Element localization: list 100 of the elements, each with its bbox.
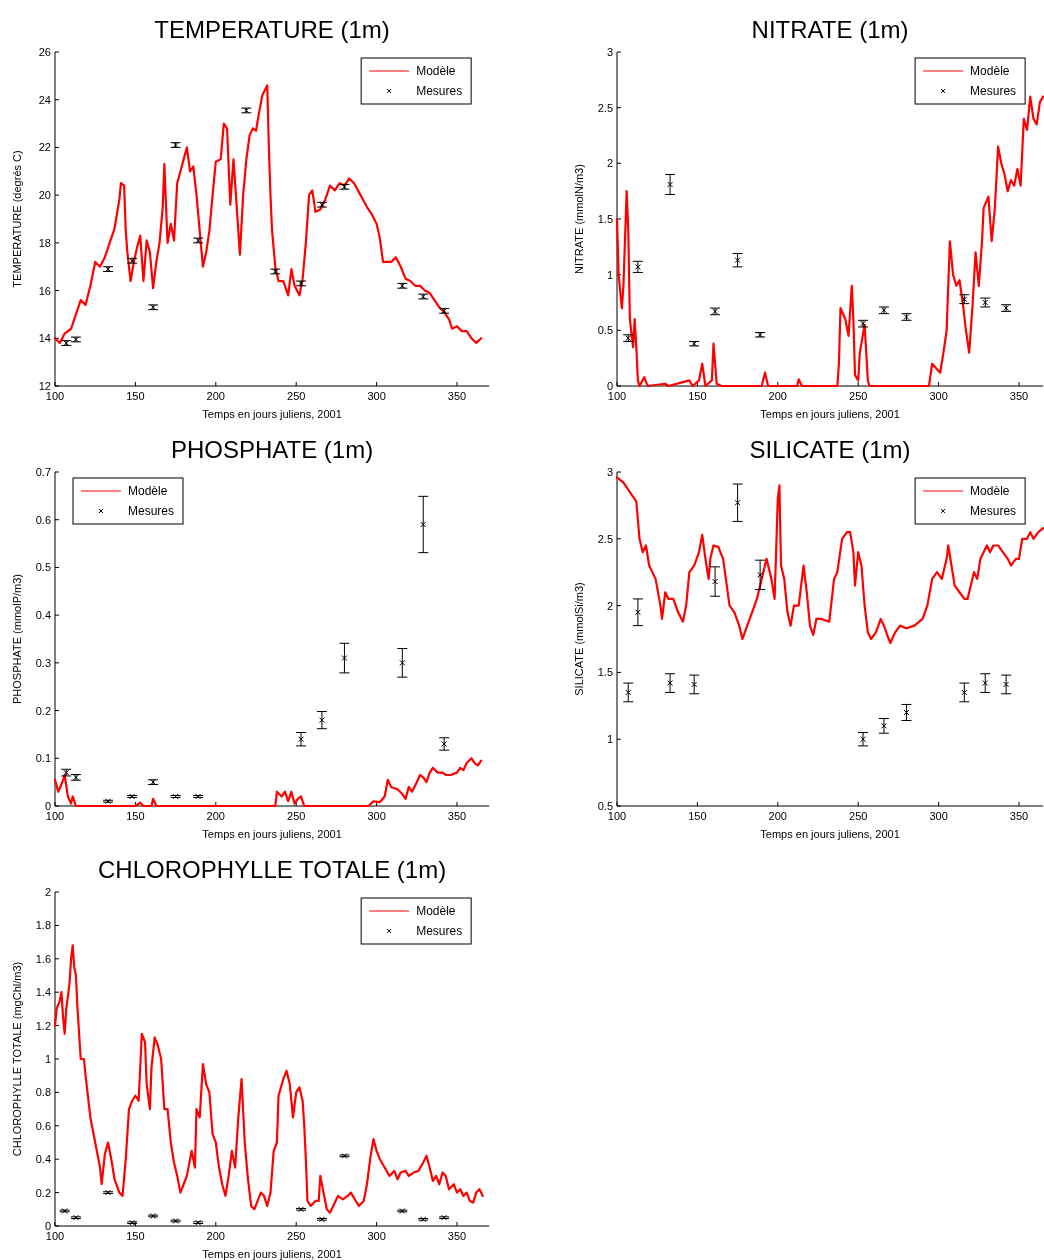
point bbox=[634, 609, 641, 616]
x-tick-label: 200 bbox=[768, 810, 787, 822]
point bbox=[105, 1189, 112, 1196]
y-tick-label: 0.3 bbox=[35, 656, 51, 669]
legend-label: Modèle bbox=[416, 904, 456, 918]
y-tick-label: 26 bbox=[38, 46, 51, 58]
x-axis-title: Temps en jours juliens, 2001 bbox=[202, 828, 342, 840]
y-tick-label: 2 bbox=[606, 157, 613, 170]
y-axis-title: TEMPERATURE (degrés C) bbox=[11, 150, 23, 288]
point bbox=[172, 1217, 179, 1224]
y-tick-label: 3 bbox=[606, 46, 613, 58]
point bbox=[441, 1214, 448, 1221]
y-tick-label: 0.1 bbox=[35, 752, 51, 765]
legend-label: Mesures bbox=[970, 84, 1017, 98]
x-tick-label: 250 bbox=[287, 810, 306, 822]
x-tick-label: 350 bbox=[1009, 390, 1029, 402]
y-tick-label: 3 bbox=[606, 466, 613, 478]
y-tick-label: 1.4 bbox=[35, 986, 51, 999]
point bbox=[150, 1212, 157, 1219]
legend-label: Mesures bbox=[416, 84, 463, 98]
point bbox=[420, 1216, 427, 1223]
point bbox=[172, 142, 179, 149]
point bbox=[399, 659, 406, 666]
x-tick-label: 300 bbox=[367, 390, 386, 402]
point bbox=[1003, 681, 1010, 688]
x-tick-label: 300 bbox=[367, 1230, 386, 1242]
y-tick-label: 0.6 bbox=[35, 1119, 51, 1132]
point bbox=[61, 1207, 68, 1214]
x-tick-label: 100 bbox=[607, 810, 627, 822]
point bbox=[172, 793, 179, 800]
y-tick-label: 1.5 bbox=[597, 213, 613, 225]
x-tick-label: 250 bbox=[287, 390, 306, 402]
y-tick-label: 1 bbox=[606, 268, 613, 281]
point bbox=[243, 107, 250, 114]
chart-title: SILICATE (1m) bbox=[749, 436, 911, 463]
y-tick-label: 2 bbox=[44, 886, 51, 898]
chart-title: CHLOROPHYLLE TOTALE (1m) bbox=[98, 856, 447, 883]
point bbox=[341, 655, 348, 662]
point bbox=[298, 280, 305, 287]
legend-label: Modèle bbox=[970, 484, 1010, 498]
y-tick-label: 0.2 bbox=[35, 1186, 51, 1199]
point bbox=[420, 293, 427, 300]
legend-label: Mesures bbox=[970, 504, 1017, 518]
y-tick-label: 22 bbox=[38, 141, 51, 154]
point bbox=[72, 774, 79, 781]
x-tick-label: 200 bbox=[206, 810, 225, 822]
chart-title: PHOSPHATE (1m) bbox=[170, 436, 374, 463]
legend-label: Modèle bbox=[128, 484, 168, 498]
x-tick-label: 350 bbox=[1009, 810, 1029, 822]
x-tick-label: 100 bbox=[45, 1230, 65, 1242]
chart-title: NITRATE (1m) bbox=[751, 16, 909, 43]
x-tick-label: 200 bbox=[768, 390, 787, 402]
point bbox=[341, 1152, 348, 1159]
x-tick-label: 250 bbox=[849, 390, 868, 402]
point bbox=[298, 1206, 305, 1213]
x-axis-title: Temps en jours juliens, 2001 bbox=[202, 1248, 342, 1260]
y-tick-label: 16 bbox=[38, 284, 51, 297]
point bbox=[734, 499, 741, 506]
x-tick-label: 300 bbox=[929, 390, 948, 402]
x-tick-label: 100 bbox=[607, 390, 627, 402]
line-series bbox=[53, 944, 484, 1214]
point bbox=[150, 304, 157, 311]
y-tick-label: 1.5 bbox=[597, 666, 613, 679]
y-tick-label: 0.2 bbox=[35, 704, 51, 717]
y-tick-label: 18 bbox=[38, 236, 51, 249]
y-tick-label: 1.8 bbox=[35, 919, 51, 932]
point bbox=[982, 680, 989, 687]
point bbox=[341, 183, 348, 190]
y-tick-label: 0.5 bbox=[35, 561, 51, 574]
point bbox=[420, 521, 427, 528]
x-tick-label: 150 bbox=[126, 1230, 145, 1242]
x-axis-title: Temps en jours juliens, 2001 bbox=[760, 828, 900, 840]
legend-label: Mesures bbox=[416, 924, 463, 938]
y-tick-label: 0.6 bbox=[35, 513, 51, 526]
y-axis-title: SILICATE (mmolSi/m3) bbox=[573, 582, 585, 696]
y-tick-label: 0 bbox=[606, 380, 613, 392]
legend-label: Modèle bbox=[416, 64, 456, 78]
point bbox=[195, 237, 202, 244]
y-tick-label: 2 bbox=[606, 599, 613, 612]
y-axis-title: CHLOROPHYLLE TOTALE (mgChl/m3) bbox=[11, 961, 23, 1157]
line-series bbox=[615, 476, 1044, 645]
point bbox=[691, 681, 698, 688]
y-tick-label: 1 bbox=[44, 1053, 51, 1065]
point bbox=[318, 201, 325, 208]
point bbox=[63, 340, 70, 347]
x-tick-label: 250 bbox=[849, 810, 868, 822]
y-tick-label: 2.5 bbox=[597, 101, 613, 114]
point bbox=[105, 798, 112, 805]
x-axis-title: Temps en jours juliens, 2001 bbox=[202, 408, 342, 420]
point bbox=[757, 571, 764, 578]
x-tick-label: 350 bbox=[447, 390, 467, 402]
legend-label: Modèle bbox=[970, 64, 1010, 78]
x-axis-title: Temps en jours juliens, 2001 bbox=[760, 408, 900, 420]
point bbox=[399, 282, 406, 289]
x-tick-label: 350 bbox=[447, 1230, 467, 1242]
x-tick-label: 100 bbox=[45, 390, 65, 402]
x-tick-label: 250 bbox=[287, 1230, 306, 1242]
point bbox=[195, 1219, 202, 1226]
y-tick-label: 0.7 bbox=[35, 466, 51, 478]
x-tick-label: 300 bbox=[929, 810, 948, 822]
